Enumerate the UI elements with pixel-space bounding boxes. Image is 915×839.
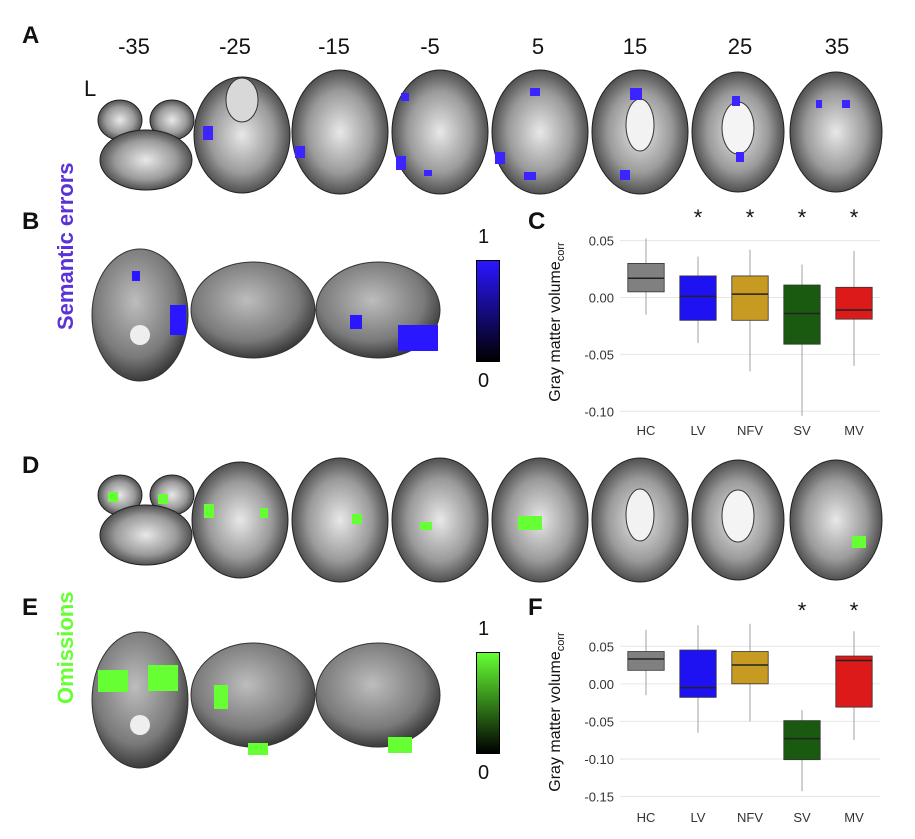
colorbar-semantic xyxy=(476,260,500,362)
significance-marker: * xyxy=(850,205,859,230)
axial-slice xyxy=(193,76,291,194)
boxplot-semantic-errors: 0.05 0.00 -0.05 -0.10 Gray matter volumecorr… xyxy=(547,205,880,438)
box-mv xyxy=(835,286,873,320)
x-tick-label: SV xyxy=(793,423,811,438)
significance-marker: * xyxy=(746,205,755,230)
panel-letter-e: E xyxy=(22,594,39,621)
box-mv xyxy=(835,655,873,708)
x-tick-label: NFV xyxy=(737,423,763,438)
colorbar-min-label: 0 xyxy=(478,762,490,784)
axial-slice xyxy=(97,99,195,191)
slice-label: 15 xyxy=(622,34,648,59)
slice-label: 35 xyxy=(824,34,850,59)
y-axis-label: Gray matter volumecorr xyxy=(547,632,567,792)
boxplot-omissions: 0.05 0.00 -0.05 -0.10 -0.15 Gray matter volum… xyxy=(547,598,880,825)
axial-slices-semantic xyxy=(97,69,883,195)
x-tick-label: MV xyxy=(844,423,864,438)
y-tick-label: -0.10 xyxy=(584,404,614,419)
box-lv xyxy=(679,649,717,698)
significance-marker: * xyxy=(798,598,807,623)
axial-slice xyxy=(391,69,489,195)
x-tick-label: LV xyxy=(691,423,706,438)
slice-label: 25 xyxy=(727,34,753,59)
panel-letter-a: A xyxy=(22,22,40,49)
axial-slice xyxy=(291,69,389,195)
panel-letter-b: B xyxy=(22,208,40,235)
y-tick-label: 0.05 xyxy=(589,234,614,249)
y-axis-label-sub: corr xyxy=(555,632,567,651)
colorbar-max-label: 1 xyxy=(478,618,490,640)
axial-slice xyxy=(591,69,689,195)
slice-label: -5 xyxy=(420,34,440,59)
box-lv xyxy=(679,275,717,321)
y-tick-label: -0.05 xyxy=(584,347,614,362)
significance-marker: * xyxy=(850,598,859,623)
colorbar-omissions xyxy=(476,652,500,754)
brain-renders-omissions xyxy=(91,631,441,769)
x-tick-label: MV xyxy=(844,810,864,825)
slice-label: -15 xyxy=(318,34,350,59)
panel-letter-f: F xyxy=(528,594,543,621)
axial-slice xyxy=(691,71,785,193)
box-nfv xyxy=(731,651,769,685)
significance-marker: * xyxy=(694,205,703,230)
box-hc xyxy=(627,651,665,671)
colorbar-max-label: 1 xyxy=(478,226,490,248)
box-sv xyxy=(783,720,821,761)
left-hemisphere-marker: L xyxy=(84,76,97,101)
x-tick-label: SV xyxy=(793,810,811,825)
x-tick-label: HC xyxy=(637,423,656,438)
y-tick-label: 0.00 xyxy=(589,677,614,692)
slice-label: -35 xyxy=(118,34,150,59)
significance-marker: * xyxy=(798,205,807,230)
x-tick-label: HC xyxy=(637,810,656,825)
y-axis-label: Gray matter volumecorr xyxy=(547,242,567,402)
y-tick-label: -0.10 xyxy=(584,752,614,767)
panel-letter-c: C xyxy=(528,208,546,235)
x-tick-label: LV xyxy=(691,810,706,825)
slice-label: -25 xyxy=(219,34,251,59)
axial-slices-omissions xyxy=(97,457,883,583)
axial-slice xyxy=(789,71,883,193)
box-nfv xyxy=(731,275,769,321)
axial-slice xyxy=(491,69,589,195)
brain-renders-semantic xyxy=(91,248,441,382)
y-tick-label: 0.05 xyxy=(589,639,614,654)
y-tick-label: -0.05 xyxy=(584,714,614,729)
y-tick-label: -0.15 xyxy=(584,789,614,804)
panel-letter-d: D xyxy=(22,452,40,479)
slice-label: 5 xyxy=(531,34,545,59)
x-tick-label: NFV xyxy=(737,810,763,825)
y-axis-label-sub: corr xyxy=(555,242,567,261)
box-sv xyxy=(783,284,821,345)
semantic-errors-label: Semantic errors xyxy=(53,162,78,330)
colorbar-min-label: 0 xyxy=(478,370,490,392)
y-tick-label: 0.00 xyxy=(589,291,614,306)
omissions-label: Omissions xyxy=(53,591,78,704)
